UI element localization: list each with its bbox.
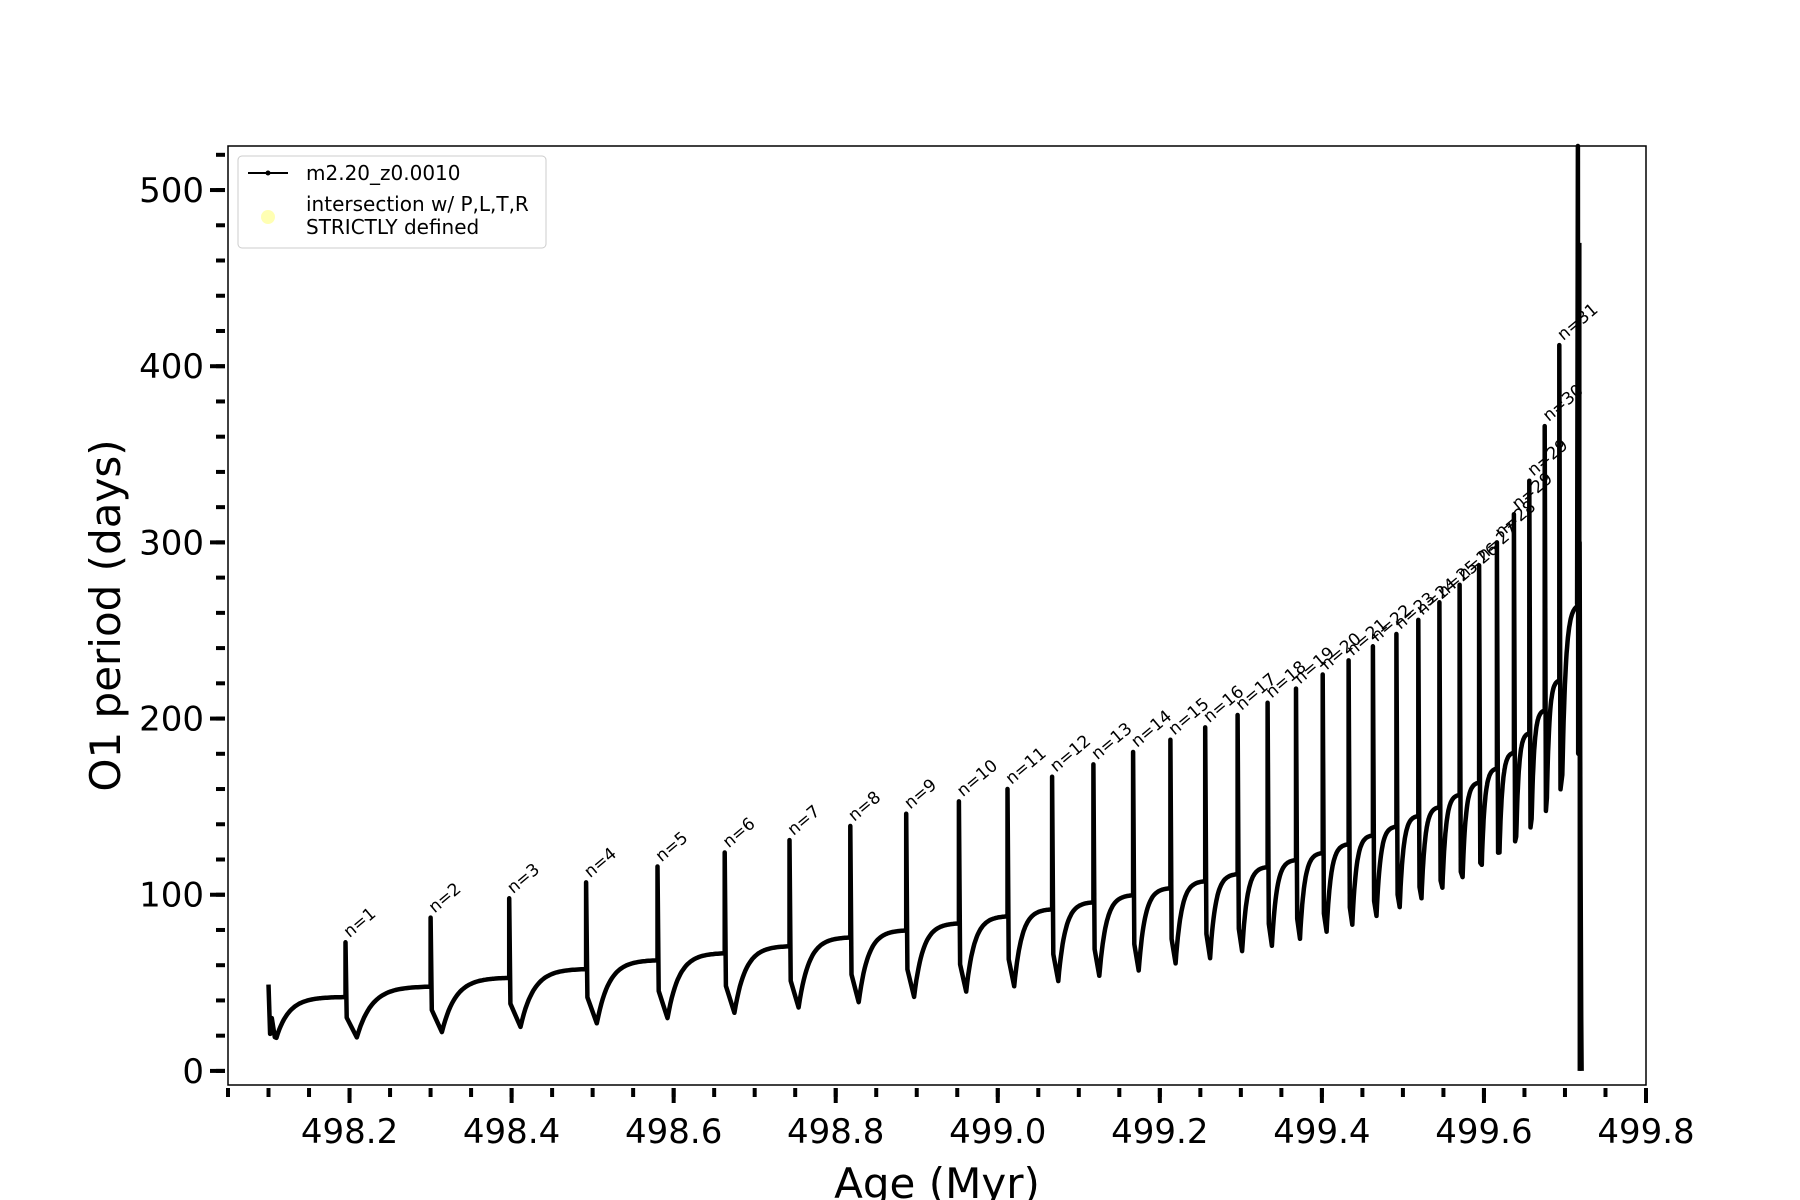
plot-frame [227,145,1647,1086]
x-tick-label: 499.4 [1273,1112,1370,1152]
annotation-label: n=7 [784,802,824,840]
annotation-label: n=12 [1046,731,1095,776]
series-line [266,143,1584,1071]
legend-box [237,155,547,249]
y-tick-label: 0 [182,1052,204,1092]
annotation-label: n=9 [901,775,941,813]
annotation-label: n=4 [581,844,621,882]
annotation-label: n=8 [845,787,885,825]
y-tick-label: 200 [139,700,204,740]
x-tick-label: 498.8 [787,1112,884,1152]
y-tick-label: 500 [139,171,204,211]
legend-line-dot [265,170,271,176]
x-tick-label: 498.6 [625,1112,722,1152]
legend-dot-marker [261,210,275,224]
annotation-label: n=13 [1088,719,1137,764]
legend: m2.20_z0.0010 intersection w/ P,L,T,R ST… [237,155,547,249]
x-tick-label: 498.4 [463,1112,560,1152]
x-tick-label: 499.6 [1435,1112,1532,1152]
legend-entry-intersection-line2: STRICTLY defined [306,215,479,239]
annotation-label: n=1 [340,904,380,942]
annotation-label: n=5 [652,828,692,866]
x-tick-label: 499.2 [1111,1112,1208,1152]
series-layer [266,143,1584,1071]
y-tick-label: 100 [139,876,204,916]
y-tick-label: 400 [139,347,204,387]
annotation-label: n=10 [953,756,1002,801]
x-tick-label: 499.8 [1597,1112,1694,1152]
annotation-layer: n=1 n=2 n=3 n=4 n=5 n=6 n=7 n=8 n=9 n=10 n=11n=12n… [340,300,1602,943]
annotation-label: n=11 [1002,744,1051,789]
annotation-label: n=2 [425,879,465,917]
y-tick-label: 300 [139,523,204,563]
legend-entry-series: m2.20_z0.0010 [306,161,461,185]
x-axis-label: Age (Myr) [834,1159,1040,1200]
legend-entry-intersection-line1: intersection w/ P,L,T,R [306,192,529,216]
x-tick-label: 499.0 [949,1112,1046,1152]
x-tick-label: 498.2 [301,1112,398,1152]
y-axis: 0 100 200 300 400 500 [139,152,225,1092]
annotation-label: n=6 [719,814,759,852]
x-axis: 498.2 498.4 498.6 498.8 499.0 499.2 499.4 499.6… [226,1088,1695,1152]
annotation-label: n=3 [504,860,544,898]
y-axis-label: O1 period (days) [81,439,130,791]
